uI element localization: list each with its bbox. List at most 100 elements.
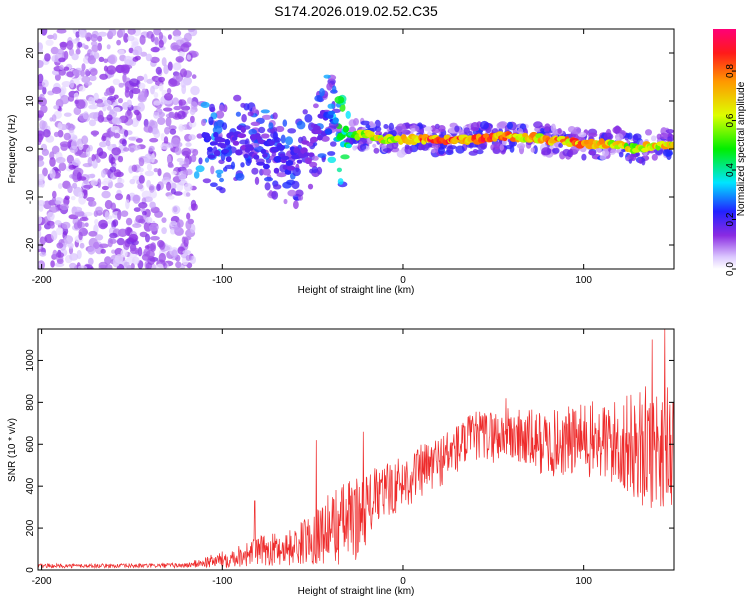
halo-blob — [264, 176, 273, 182]
noise-blob — [38, 224, 42, 232]
halo-blob — [293, 200, 299, 210]
noise-blob — [96, 102, 106, 108]
noise-blob — [93, 92, 99, 101]
noise-blob — [63, 132, 71, 141]
ridge-blob — [213, 149, 221, 157]
ridge-blob — [243, 153, 249, 159]
noise-blob — [90, 179, 98, 187]
colorbar-tick-label: 0.0 — [725, 262, 736, 276]
noise-blob — [66, 71, 75, 78]
noise-blob — [163, 244, 172, 251]
halo-blob — [309, 168, 314, 174]
spectrogram-y-tick-label: 10 — [25, 95, 36, 107]
noise-blob — [55, 156, 66, 164]
halo-blob — [240, 162, 245, 168]
noise-blob — [107, 54, 118, 65]
noise-blob — [185, 254, 192, 261]
noise-blob — [185, 192, 191, 197]
noise-blob — [172, 45, 181, 50]
ridge-blob — [207, 154, 216, 159]
halo-blob — [463, 127, 470, 134]
ridge-blob — [219, 143, 227, 149]
colorbar-label: Normalized spectral amplitude — [736, 81, 747, 216]
noise-blob — [153, 29, 161, 36]
noise-blob — [38, 73, 44, 84]
noise-blob — [145, 53, 153, 62]
halo-blob — [424, 126, 433, 132]
noise-blob — [150, 56, 160, 64]
noise-blob — [78, 85, 86, 92]
noise-blob — [93, 52, 100, 59]
halo-blob — [352, 145, 357, 151]
noise-blob — [98, 110, 104, 119]
noise-blob — [189, 120, 197, 128]
noise-blob — [93, 241, 100, 249]
noise-blob — [103, 58, 108, 64]
noise-blob — [155, 66, 162, 75]
noise-blob — [77, 191, 85, 199]
colorbar-tick-label: 0.6 — [725, 113, 736, 127]
noise-blob — [120, 249, 128, 258]
halo-blob — [410, 128, 415, 133]
halo-blob — [233, 94, 242, 102]
halo-blob — [454, 125, 460, 133]
noise-blob — [56, 258, 64, 264]
noise-blob — [144, 153, 153, 164]
ridge-blob — [273, 155, 283, 163]
ridge-blob — [222, 149, 230, 153]
noise-blob — [168, 125, 177, 131]
noise-blob — [54, 200, 62, 205]
colorbar-gradient — [713, 29, 736, 269]
halo-blob — [311, 155, 319, 161]
halo-blob — [240, 102, 246, 108]
noise-blob — [129, 78, 139, 87]
noise-blob — [79, 216, 89, 222]
noise-blob — [113, 94, 119, 100]
halo-blob — [261, 133, 270, 139]
noise-blob — [112, 219, 119, 227]
snr-y-tick-label: 0 — [25, 567, 36, 573]
noise-blob — [140, 51, 148, 57]
snr-y-tick-label: 800 — [25, 394, 36, 411]
noise-blob — [121, 139, 127, 147]
halo-blob — [272, 131, 279, 141]
noise-blob — [118, 98, 123, 104]
halo-blob — [327, 151, 336, 156]
noise-blob — [132, 49, 139, 56]
halo-blob — [552, 147, 560, 154]
noise-blob — [113, 132, 121, 139]
noise-blob — [123, 129, 129, 137]
noise-blob — [105, 140, 111, 147]
colorbar-ticks: 0.0 0.2 0.4 0.6 0.8 — [725, 64, 736, 276]
noise-blob — [39, 120, 46, 130]
halo-blob — [558, 143, 563, 148]
noise-blob — [161, 57, 167, 67]
noise-blob — [91, 44, 99, 53]
ridge-blob — [300, 147, 308, 155]
noise-blob — [87, 257, 94, 266]
noise-blob — [168, 111, 175, 118]
noise-blob — [56, 242, 64, 249]
ridge-blob — [670, 141, 674, 148]
noise-blob — [61, 221, 71, 230]
noise-blob — [71, 53, 79, 61]
noise-blob — [148, 184, 155, 193]
halo-blob — [404, 145, 413, 155]
noise-blob — [38, 241, 42, 250]
ridge-blob — [207, 146, 213, 152]
noise-blob — [132, 194, 141, 204]
noise-blob — [59, 64, 64, 71]
halo-blob — [291, 180, 300, 190]
halo-blob — [573, 126, 582, 135]
noise-blob — [101, 190, 111, 199]
noise-blob — [106, 114, 113, 121]
noise-blob — [60, 143, 68, 151]
noise-blob — [83, 211, 93, 217]
noise-blob — [106, 44, 111, 50]
noise-blob — [85, 32, 93, 41]
noise-blob — [144, 91, 149, 98]
noise-blob — [88, 144, 93, 152]
noise-blob — [75, 48, 81, 55]
ridge-blob — [262, 153, 268, 158]
